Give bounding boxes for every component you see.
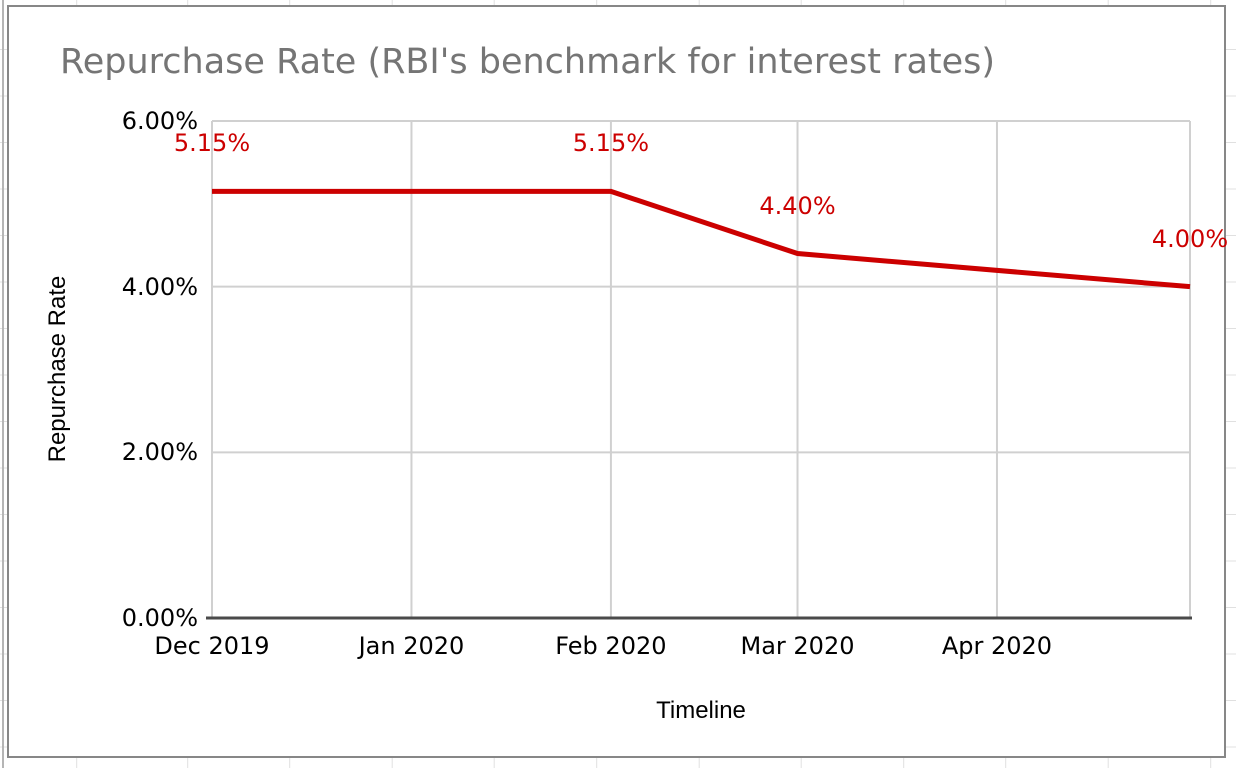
chart-title: Repurchase Rate (RBI's benchmark for int…	[60, 42, 996, 82]
x-tick-label: Mar 2020	[740, 632, 855, 660]
x-tick-label: Dec 2019	[154, 632, 270, 660]
series-line	[212, 188, 1191, 290]
data-point-label: 5.15%	[173, 129, 251, 158]
x-tick-label: Jan 2020	[358, 632, 465, 660]
spreadsheet-column-line	[2, 0, 4, 768]
data-point-label: 4.00%	[1151, 224, 1229, 253]
x-tick-label: Apr 2020	[941, 632, 1053, 660]
y-tick-label: 6.00%	[121, 107, 198, 135]
y-tick-label: 2.00%	[121, 438, 198, 467]
y-tick-label: 4.00%	[121, 272, 198, 301]
y-axis-title: Repurchase Rate	[44, 275, 71, 463]
x-tick-label: Feb 2020	[555, 632, 667, 660]
data-point-label: 4.40%	[759, 191, 836, 220]
x-axis-title: Timeline	[656, 697, 746, 724]
data-point-label: 5.15%	[572, 129, 650, 158]
chart-object[interactable]	[7, 5, 1226, 758]
y-tick-label: 0.00%	[121, 604, 198, 632]
